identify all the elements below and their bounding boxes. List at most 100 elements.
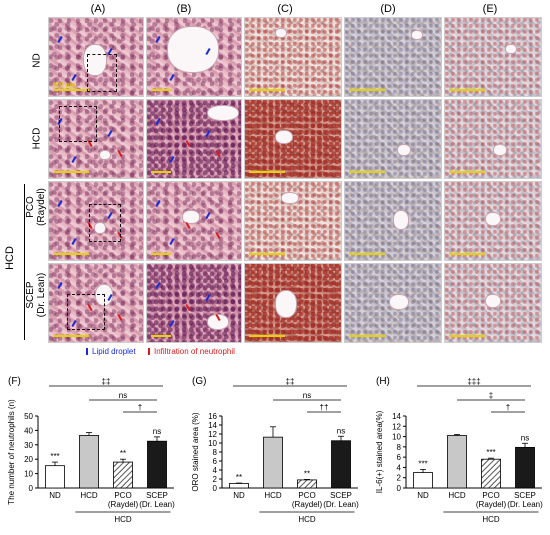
y-tick-label: 6 [397,453,402,462]
y-axis-label: The number of neutrophils (n) [7,399,16,505]
micrograph-scep-e [444,263,542,343]
bar-significance-label: ns [337,426,345,435]
micrograph-pco-a [48,181,144,261]
vessel-lumen [275,290,297,318]
y-tick-label: 8 [213,448,218,457]
bar [79,435,99,489]
scale-bar [53,89,89,91]
vessel-lumen [167,26,219,73]
micrograph-hcd-a [48,99,144,179]
neutrophil-arrow-icon [148,348,150,355]
y-tick-label: 40 [24,426,33,435]
comparison-label: †† [320,403,329,412]
vessel-lumen [182,210,200,224]
lipid-droplet-arrow-icon [205,211,211,220]
lipid-droplet-arrow-icon [155,199,161,208]
y-tick-label: 16 [208,412,217,421]
vessel-lumen [389,294,409,310]
bar [297,479,317,489]
lipid-droplet-arrow-icon [169,155,175,164]
row-label-nd: ND [31,53,43,68]
bar-significance-label: *** [50,452,59,461]
y-tick-label: 14 [392,412,401,421]
comparison-label: ‡‡ [286,377,295,386]
x-tick-label: PCO [482,491,499,500]
scale-bar [151,171,171,173]
scale-text: 100 μm [52,82,76,89]
column-header-e: (E) [482,3,498,15]
neutrophil-arrow-icon [185,303,191,312]
micrograph-pco-e [444,181,542,261]
lipid-droplet-arrow-icon [86,348,88,355]
micrograph-hcd-e [444,99,542,179]
comparison-label: ‡‡‡ [467,377,480,386]
bar [413,472,433,489]
vessel-lumen [411,30,423,40]
vessel-lumen [275,130,293,144]
bar [331,440,351,489]
y-tick-label: 0 [29,484,34,493]
vessel-lumen [281,192,299,204]
lipid-droplet-arrow-icon [57,199,63,208]
bar [229,483,249,489]
y-tick-label: 30 [24,441,33,450]
row-group-label-hcd: HCD [4,246,16,270]
scale-bar [449,335,485,337]
x-tick-label: (Dr. Lean) [323,500,359,509]
scale-bar [349,335,385,337]
y-axis-label: IL-6(+) stained area(%) [375,410,384,493]
scale-bar [151,335,171,337]
bar [481,458,501,489]
lipid-droplet-arrow-icon [107,129,113,138]
vessel-lumen [94,222,106,234]
y-tick-label: 20 [24,455,33,464]
vessel-lumen [207,105,239,121]
vessel-lumen [397,144,411,156]
micrograph-nd-b [146,17,242,97]
scale-bar [53,253,89,255]
scale-bar [249,335,285,337]
y-tick-label: 12 [392,422,401,431]
micrograph-hcd-b [146,99,242,179]
vessel-lumen [393,210,409,230]
lipid-droplet-arrow-icon [71,237,77,246]
micrograph-scep-c [244,263,342,343]
chart-neutrophils: 0 10 20 30 40 50 The number of neutrophils (n)… [7,377,175,524]
bar [45,465,65,489]
micrograph-pco-c [244,181,342,261]
y-tick-label: 10 [392,433,401,442]
neutrophil-arrow-icon [215,231,221,240]
lipid-droplet-arrow-icon [71,155,77,164]
y-tick-label: 4 [213,466,218,475]
panel-label-f: (F) [8,376,21,387]
micrograph-hcd-d [344,99,442,179]
x-tick-label: ND [233,491,245,500]
bar-significance-label: ** [120,449,126,458]
x-tick-label: SCEP [330,491,352,500]
micrograph-scep-d [344,263,442,343]
group-label: HCD [114,515,132,524]
x-tick-label: ND [417,491,429,500]
y-tick-label: 14 [208,421,217,430]
y-tick-label: 2 [397,474,402,483]
zoom-region-box [89,204,121,242]
panel-label-g: (G) [192,376,207,387]
lipid-droplet-arrow-icon [205,293,211,302]
x-tick-label: HCD [264,491,282,500]
x-tick-label: (Dr. Lean) [507,500,543,509]
bar-significance-label: ** [236,473,242,482]
lipid-droplet-arrow-icon [57,281,63,290]
x-tick-label: SCEP [146,491,168,500]
column-header-a: (A) [90,3,106,15]
y-tick-label: 10 [24,470,33,479]
x-tick-label: HCD [80,491,98,500]
column-header-b: (B) [176,3,192,15]
bar-significance-label: *** [418,459,427,468]
neutrophil-arrow-icon [215,149,221,158]
vessel-lumen [493,144,507,156]
row-label-pco: PCO (Raydel) [25,188,47,226]
vessel-lumen [207,314,229,330]
micrograph-hcd-c [244,99,342,179]
